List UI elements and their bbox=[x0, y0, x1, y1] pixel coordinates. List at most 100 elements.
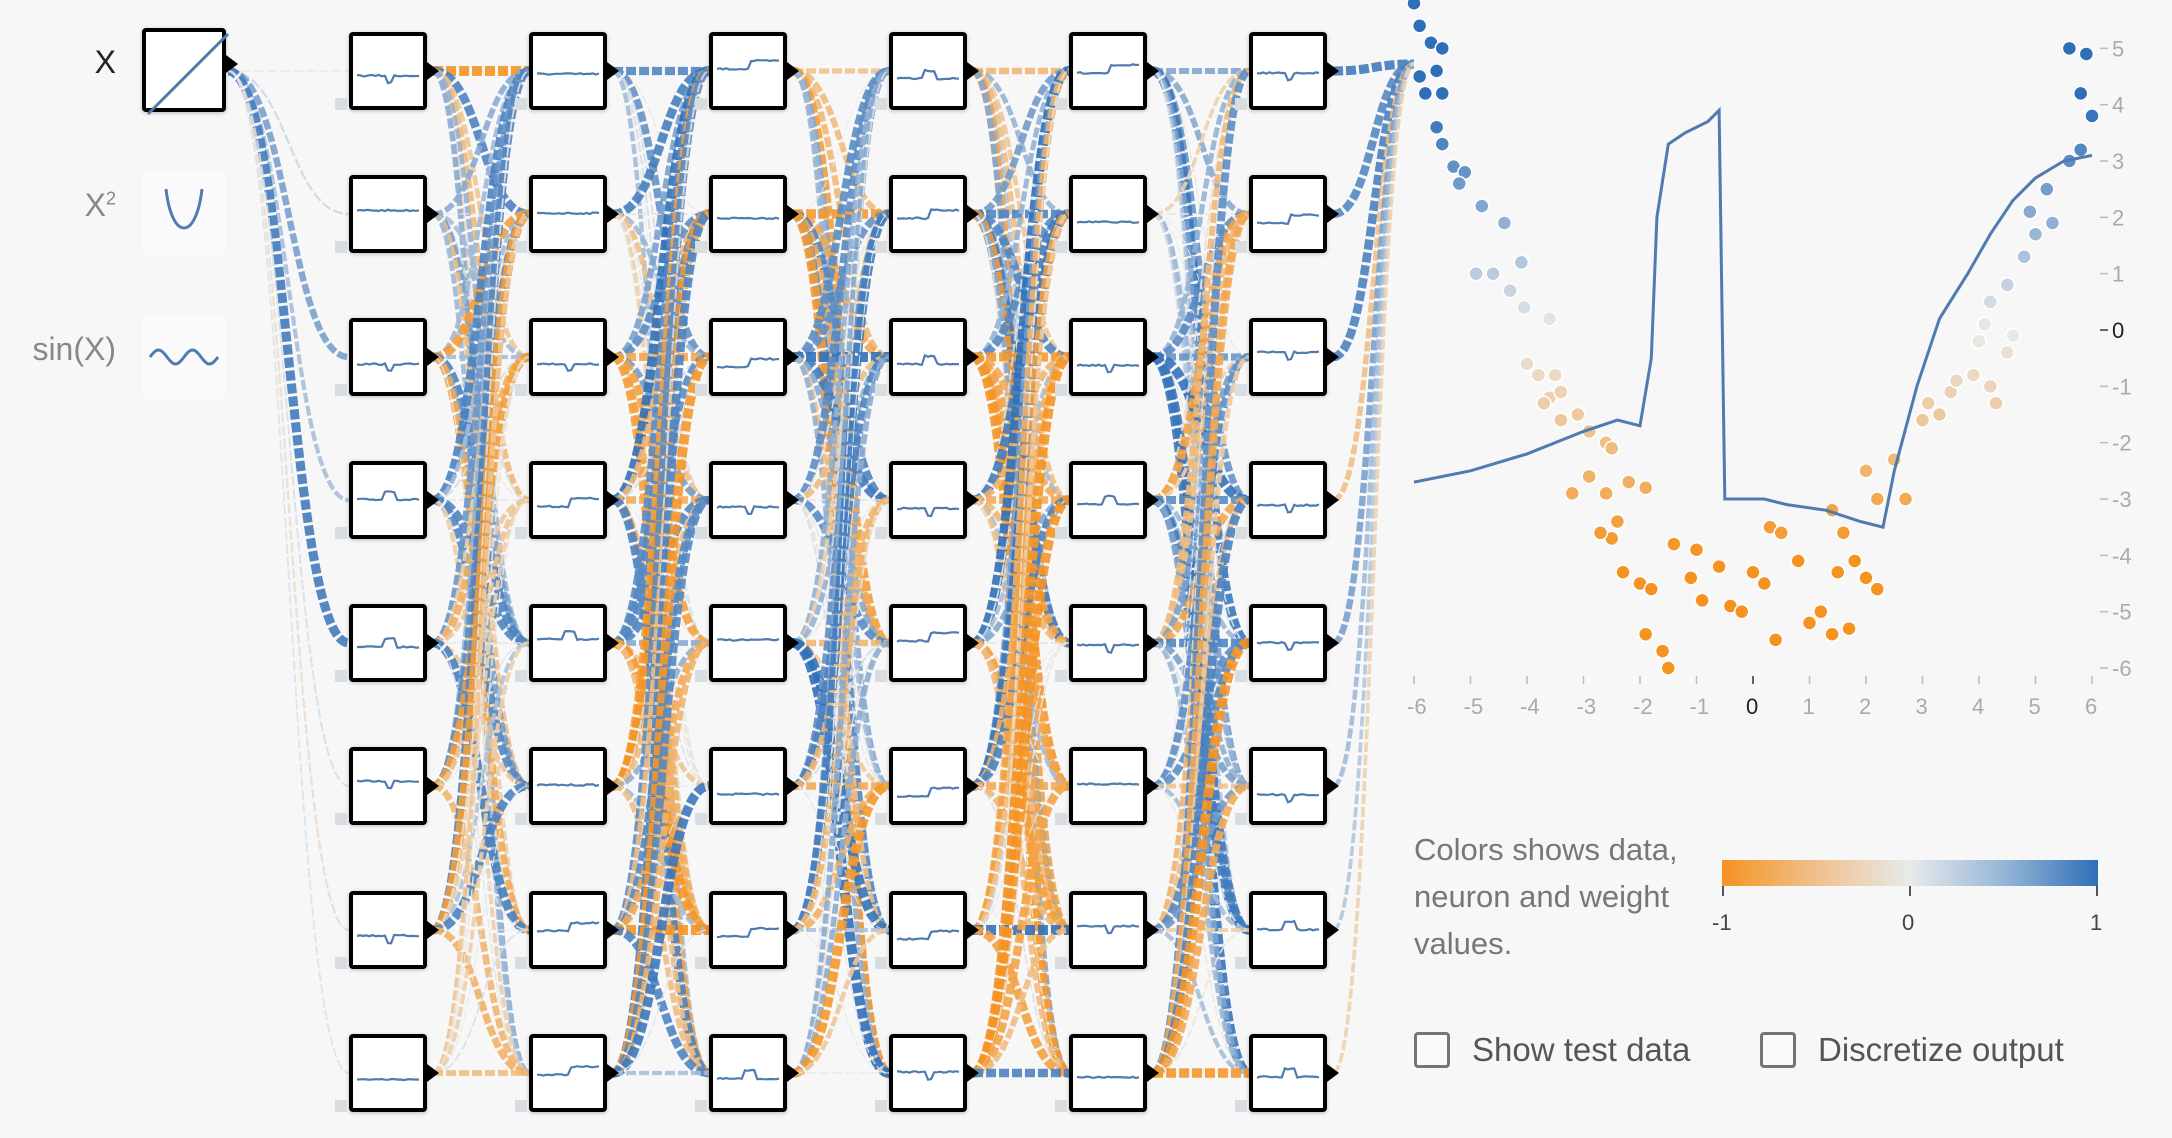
weight-link[interactable] bbox=[432, 68, 530, 360]
bias-indicator[interactable] bbox=[515, 957, 527, 969]
weight-link[interactable] bbox=[432, 785, 530, 1074]
bias-indicator[interactable] bbox=[875, 98, 887, 110]
weight-link[interactable] bbox=[972, 497, 1070, 646]
weight-link[interactable] bbox=[972, 209, 1070, 362]
weight-link[interactable] bbox=[432, 499, 530, 1074]
weight-link[interactable] bbox=[792, 929, 890, 1074]
bias-indicator[interactable] bbox=[335, 98, 347, 110]
weight-link[interactable] bbox=[792, 70, 890, 1074]
bias-indicator[interactable] bbox=[1055, 670, 1067, 682]
weight-link[interactable] bbox=[431, 211, 531, 1076]
weight-link[interactable] bbox=[792, 496, 890, 647]
neuron-l3-n3[interactable] bbox=[709, 318, 787, 396]
bias-indicator[interactable] bbox=[1235, 241, 1247, 253]
bias-indicator[interactable] bbox=[1055, 527, 1067, 539]
weight-link[interactable] bbox=[972, 70, 1070, 1074]
weight-link[interactable] bbox=[612, 211, 710, 360]
weight-link[interactable] bbox=[432, 356, 530, 1074]
neuron-l6-n1[interactable] bbox=[1249, 32, 1327, 110]
weight-link[interactable] bbox=[971, 781, 1071, 1078]
weight-link[interactable] bbox=[1152, 210, 1250, 361]
neuron-l3-n2[interactable] bbox=[709, 175, 787, 253]
bias-indicator[interactable] bbox=[695, 670, 707, 682]
weight-link[interactable] bbox=[1151, 495, 1251, 1078]
output-weight-link[interactable] bbox=[1331, 61, 1416, 789]
bias-indicator[interactable] bbox=[335, 241, 347, 253]
weight-link[interactable] bbox=[612, 495, 710, 648]
weight-link[interactable] bbox=[1152, 639, 1250, 790]
bias-indicator[interactable] bbox=[335, 813, 347, 825]
weight-link[interactable] bbox=[1152, 68, 1250, 217]
weight-link[interactable] bbox=[792, 354, 890, 503]
sine-wave-icon[interactable] bbox=[142, 315, 226, 399]
neuron-l2-n2[interactable] bbox=[529, 175, 607, 253]
bias-indicator[interactable] bbox=[1235, 98, 1247, 110]
weight-link[interactable] bbox=[792, 642, 890, 787]
bias-indicator[interactable] bbox=[875, 813, 887, 825]
bias-indicator[interactable] bbox=[875, 527, 887, 539]
output-weight-link[interactable] bbox=[1332, 59, 1415, 219]
neuron-l6-n5[interactable] bbox=[1249, 604, 1327, 682]
neuron-l5-n3[interactable] bbox=[1069, 318, 1147, 396]
neuron-l3-n4[interactable] bbox=[709, 461, 787, 539]
bias-indicator[interactable] bbox=[515, 98, 527, 110]
weight-link[interactable] bbox=[792, 352, 890, 505]
input-weight-link[interactable] bbox=[227, 69, 350, 216]
bias-indicator[interactable] bbox=[1235, 670, 1247, 682]
weight-link[interactable] bbox=[791, 781, 891, 1078]
weight-link[interactable] bbox=[432, 356, 530, 501]
neuron-l1-n5[interactable] bbox=[349, 604, 427, 682]
bias-indicator[interactable] bbox=[875, 241, 887, 253]
neuron-l3-n1[interactable] bbox=[709, 32, 787, 110]
weight-link[interactable] bbox=[1152, 495, 1250, 648]
neuron-l5-n7[interactable] bbox=[1069, 891, 1147, 969]
bias-indicator[interactable] bbox=[695, 813, 707, 825]
bias-indicator[interactable] bbox=[695, 527, 707, 539]
neuron-l4-n8[interactable] bbox=[889, 1034, 967, 1112]
neuron-l6-n3[interactable] bbox=[1249, 318, 1327, 396]
weight-link[interactable] bbox=[612, 640, 710, 789]
bias-indicator[interactable] bbox=[695, 98, 707, 110]
output-weight-link[interactable] bbox=[1331, 62, 1416, 1075]
weight-link[interactable] bbox=[972, 68, 1070, 217]
weight-link[interactable] bbox=[792, 68, 890, 217]
weight-link[interactable] bbox=[972, 496, 1070, 647]
input-weight-link[interactable] bbox=[226, 66, 351, 648]
neuron-l3-n7[interactable] bbox=[709, 891, 787, 969]
weight-link[interactable] bbox=[1152, 497, 1250, 646]
weight-link[interactable] bbox=[792, 210, 890, 361]
bias-indicator[interactable] bbox=[1235, 813, 1247, 825]
neuron-l6-n7[interactable] bbox=[1249, 891, 1327, 969]
bias-indicator[interactable] bbox=[875, 957, 887, 969]
weight-link[interactable] bbox=[1152, 929, 1250, 1074]
neuron-l1-n2[interactable] bbox=[349, 175, 427, 253]
weight-link[interactable] bbox=[612, 925, 710, 1078]
neuron-l2-n1[interactable] bbox=[529, 32, 607, 110]
weight-link[interactable] bbox=[792, 499, 890, 1074]
bias-indicator[interactable] bbox=[695, 384, 707, 396]
neuron-l5-n4[interactable] bbox=[1069, 461, 1147, 539]
weight-link[interactable] bbox=[1151, 67, 1251, 1077]
bias-indicator[interactable] bbox=[875, 1100, 887, 1112]
bias-indicator[interactable] bbox=[1055, 384, 1067, 396]
bias-indicator[interactable] bbox=[335, 1100, 347, 1112]
weight-link[interactable] bbox=[972, 642, 1070, 787]
bias-indicator[interactable] bbox=[335, 527, 347, 539]
bias-indicator[interactable] bbox=[1235, 957, 1247, 969]
neuron-l1-n7[interactable] bbox=[349, 891, 427, 969]
neuron-l4-n6[interactable] bbox=[889, 747, 967, 825]
weight-link[interactable] bbox=[1152, 69, 1250, 216]
bias-indicator[interactable] bbox=[335, 957, 347, 969]
input-weight-link[interactable] bbox=[227, 67, 350, 361]
bias-indicator[interactable] bbox=[515, 1100, 527, 1112]
linear-icon[interactable] bbox=[142, 28, 230, 116]
weight-link[interactable] bbox=[432, 929, 530, 1074]
neuron-l6-n2[interactable] bbox=[1249, 175, 1327, 253]
weight-link[interactable] bbox=[1152, 355, 1250, 502]
neuron-l1-n6[interactable] bbox=[349, 747, 427, 825]
bias-indicator[interactable] bbox=[1235, 384, 1247, 396]
weight-link[interactable] bbox=[972, 353, 1070, 504]
neuron-l4-n3[interactable] bbox=[889, 318, 967, 396]
bias-indicator[interactable] bbox=[695, 241, 707, 253]
weight-link[interactable] bbox=[792, 70, 890, 215]
